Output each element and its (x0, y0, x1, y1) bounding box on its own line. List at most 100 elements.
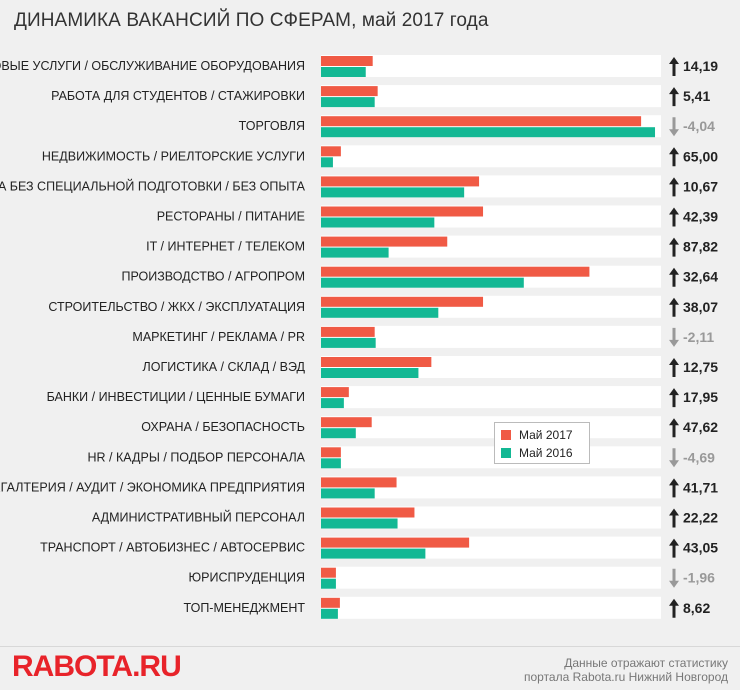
bar-may-2017 (321, 266, 590, 277)
bar-may-2017 (321, 236, 448, 247)
bar-may-2017 (321, 176, 480, 187)
category-label: РАБОТА БЕЗ СПЕЦИАЛЬНОЙ ПОДГОТОВКИ / БЕЗ … (0, 178, 306, 193)
arrow-up-icon (669, 538, 679, 558)
bar-may-2017 (321, 357, 432, 367)
category-label: ОХРАНА / БЕЗОПАСНОСТЬ (141, 420, 305, 434)
category-label: ЛОГИСТИКА / СКЛАД / ВЭД (143, 360, 306, 374)
arrow-up-icon (669, 147, 679, 167)
change-value: 87,82 (683, 239, 718, 255)
arrow-up-icon (669, 87, 679, 107)
arrow-up-icon (669, 207, 679, 227)
category-label: ТОРГОВЛЯ (239, 119, 305, 133)
bar-may-2017 (321, 567, 336, 578)
category-label: ЮРИСПРУДЕНЦИЯ (189, 571, 306, 585)
change-value: 38,07 (683, 299, 718, 315)
bar-track (321, 85, 661, 108)
rabota-logo[interactable]: RABOTA.RU (12, 650, 182, 683)
change-value: 12,75 (683, 359, 718, 375)
bar-may-2016 (321, 157, 333, 168)
category-label: IT / ИНТЕРНЕТ / ТЕЛЕКОМ (146, 240, 305, 254)
arrow-down-icon (669, 327, 679, 347)
arrow-up-icon (669, 478, 679, 498)
change-value: 17,95 (683, 389, 718, 405)
arrow-up-icon (669, 237, 679, 257)
bar-may-2017 (321, 296, 484, 307)
bar-may-2016 (321, 458, 341, 469)
change-value: 65,00 (683, 148, 718, 164)
category-label: РЕСТОРАНЫ / ПИТАНИЕ (157, 210, 305, 224)
footer-note-line1: Данные отражают статистику (564, 656, 728, 670)
bar-track (321, 325, 661, 348)
bar-may-2016 (321, 428, 356, 439)
change-value: 5,41 (683, 88, 710, 104)
footer-note-line2: портала Rabota.ru Нижний Новгород (523, 670, 728, 684)
arrow-down-icon (669, 568, 679, 588)
change-value: 42,39 (683, 209, 718, 225)
bar-may-2017 (321, 206, 484, 217)
legend-swatch-2016 (501, 448, 511, 458)
bar-chart: БЫТОВЫЕ УСЛУГИ / ОБСЛУЖИВАНИЕ ОБОРУДОВАН… (0, 55, 718, 619)
arrow-up-icon (669, 508, 679, 528)
legend: Май 2017 Май 2016 (494, 422, 590, 464)
legend-item-2016: Май 2016 (501, 446, 573, 460)
arrow-up-icon (669, 598, 679, 618)
category-label: МАРКЕТИНГ / РЕКЛАМА / PR (132, 330, 305, 344)
bar-may-2017 (321, 597, 340, 608)
bar-may-2017 (321, 387, 349, 398)
bar-may-2017 (321, 116, 642, 127)
bar-may-2016 (321, 578, 336, 589)
category-label: ТРАНСПОРТ / АВТОБИЗНЕС / АВТОСЕРВИС (40, 541, 305, 555)
bar-track (321, 416, 661, 439)
bar-may-2016 (321, 217, 435, 228)
legend-label-2016: Май 2016 (519, 446, 573, 460)
arrow-up-icon (669, 177, 679, 197)
bar-may-2016 (321, 518, 398, 529)
bar-may-2017 (321, 537, 470, 548)
chart-title: ДИНАМИКА ВАКАНСИЙ ПО СФЕРАМ, май 2017 го… (14, 10, 489, 31)
bar-may-2016 (321, 277, 524, 288)
bar-may-2017 (321, 417, 372, 428)
category-label: ПРОИЗВОДСТВО / АГРОПРОМ (121, 270, 305, 284)
category-label: НЕДВИЖИМОСТЬ / РИЕЛТОРСКИЕ УСЛУГИ (42, 149, 305, 163)
arrow-down-icon (669, 117, 679, 137)
change-value: 22,22 (683, 510, 718, 526)
bar-may-2017 (321, 477, 397, 488)
legend-swatch-2017 (501, 430, 511, 440)
bar-may-2017 (321, 146, 341, 157)
bar-track (321, 476, 661, 499)
change-value: 14,19 (683, 58, 718, 74)
category-label: ТОП-МЕНЕДЖМЕНТ (184, 601, 306, 615)
bar-may-2016 (321, 67, 366, 77)
bar-may-2016 (321, 398, 344, 409)
bar-track (321, 55, 661, 77)
bar-may-2016 (321, 187, 465, 198)
change-value: -1,96 (683, 570, 715, 586)
change-value: 32,64 (683, 269, 718, 285)
category-label: АДМИНИСТРАТИВНЫЙ ПЕРСОНАЛ (92, 510, 305, 525)
category-label: БЫТОВЫЕ УСЛУГИ / ОБСЛУЖИВАНИЕ ОБОРУДОВАН… (0, 59, 305, 73)
bar-may-2016 (321, 368, 419, 378)
bar-may-2017 (321, 86, 378, 97)
category-label: БУХГАЛТЕРИЯ / АУДИТ / ЭКОНОМИКА ПРЕДПРИЯ… (0, 480, 305, 494)
bar-track (321, 596, 661, 619)
bar-may-2016 (321, 127, 656, 138)
bar-may-2017 (321, 56, 373, 66)
change-value: -4,04 (683, 118, 715, 134)
bar-may-2016 (321, 307, 439, 318)
bar-may-2017 (321, 507, 415, 518)
change-value: 43,05 (683, 540, 718, 556)
bar-may-2016 (321, 247, 389, 258)
arrow-up-icon (669, 358, 679, 377)
arrow-up-icon (669, 418, 679, 438)
change-value: -4,69 (683, 449, 715, 465)
bar-track (321, 446, 661, 469)
footer-divider (0, 646, 740, 647)
bar-may-2016 (321, 608, 338, 619)
bar-track (321, 145, 661, 168)
bar-track (321, 386, 661, 409)
legend-label-2017: Май 2017 (519, 428, 573, 442)
bar-track (321, 566, 661, 589)
change-value: 41,71 (683, 479, 718, 495)
arrow-up-icon (669, 388, 679, 408)
arrow-down-icon (669, 448, 679, 468)
